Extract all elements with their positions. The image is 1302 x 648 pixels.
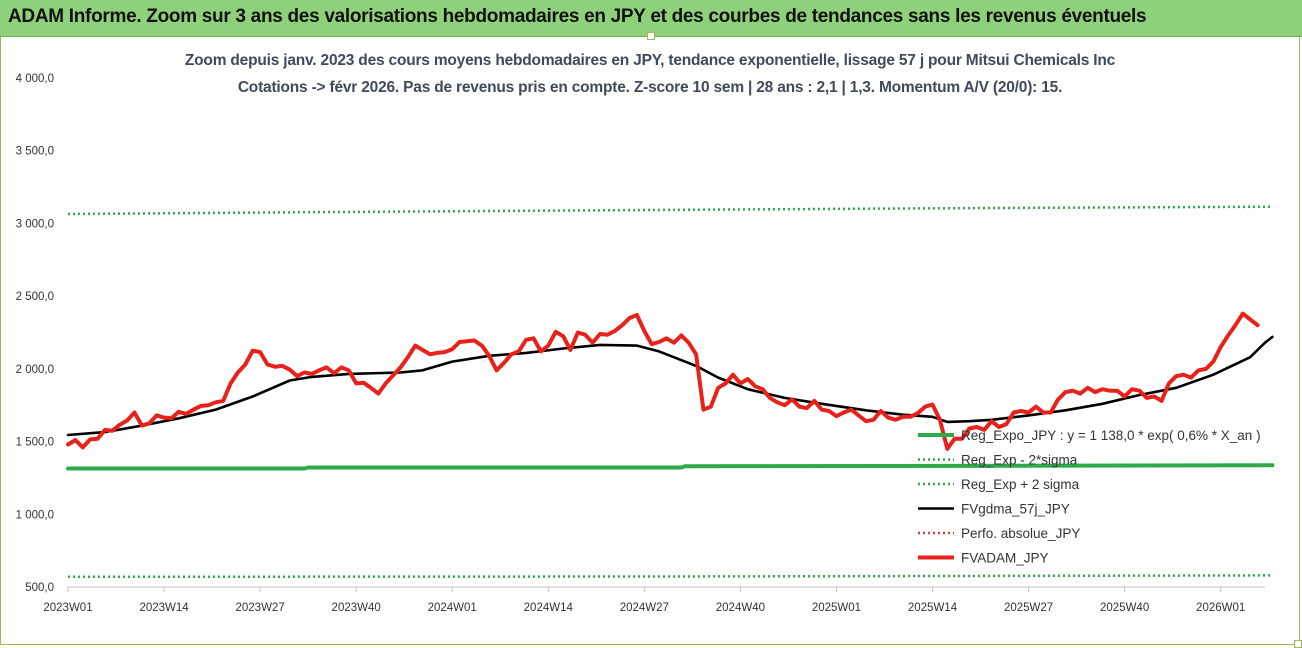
- x-tick-label: 2023W01: [43, 602, 92, 614]
- legend-label-1: Reg_Exp - 2*sigma: [961, 453, 1078, 468]
- report-title: ADAM Informe. Zoom sur 3 ans des valoris…: [8, 6, 1147, 27]
- legend-label-5: FVADAM_JPY: [961, 551, 1049, 566]
- x-tick-label: 2025W27: [1004, 602, 1053, 614]
- legend-label-4: Perfo. absolue_JPY: [961, 526, 1080, 541]
- x-tick-label: 2026W01: [1196, 602, 1245, 614]
- chart-title-line-2: Cotations -> févr 2026. Pas de revenus p…: [237, 79, 1063, 96]
- legend-label-2: Reg_Exp + 2 sigma: [961, 477, 1080, 492]
- x-tick-label: 2025W01: [812, 602, 861, 614]
- y-tick-label: 3 000,0: [16, 218, 54, 230]
- x-tick-label: 2024W01: [428, 602, 477, 614]
- y-tick-label: 500,0: [25, 582, 54, 594]
- legend-label-3: FVgdma_57j_JPY: [961, 502, 1070, 517]
- y-tick-label: 2 500,0: [16, 291, 54, 303]
- series-line-1: [67, 574, 1273, 579]
- y-tick-label: 1 000,0: [16, 509, 54, 521]
- y-tick-label: 1 500,0: [16, 437, 54, 449]
- x-tick-label: 2024W27: [620, 602, 669, 614]
- series-line-0: [66, 463, 1275, 471]
- series-line-5: [66, 311, 1260, 451]
- x-tick-label: 2024W40: [716, 602, 765, 614]
- x-tick-label: 2025W40: [1100, 602, 1149, 614]
- y-tick-label: 3 500,0: [16, 146, 54, 158]
- chart-series: [66, 205, 1275, 579]
- x-tick-label: 2024W14: [524, 602, 574, 614]
- x-tick-label: 2023W27: [235, 602, 284, 614]
- resize-handle-top[interactable]: [647, 32, 655, 40]
- series-line-3: [66, 335, 1274, 437]
- x-axis: 2023W01 2023W14 2023W27 2023W40 2024W01 2024W…: [43, 586, 1265, 614]
- chart-legend: Reg_Expo_JPY : y = 1 138,0 * exp( 0,6% *…: [918, 428, 1261, 566]
- legend-label-0: Reg_Expo_JPY : y = 1 138,0 * exp( 0,6% *…: [961, 428, 1261, 443]
- x-tick-label: 2025W14: [908, 602, 958, 614]
- y-axis: 500,0 1 000,0 1 500,0 2 000,0 2 500,0 3 000,0…: [16, 73, 54, 594]
- series-line-2: [67, 205, 1273, 216]
- y-tick-label: 4 000,0: [16, 73, 54, 85]
- y-tick-label: 2 000,0: [16, 364, 54, 376]
- x-tick-label: 2023W40: [332, 602, 381, 614]
- report-banner: ADAM Informe. Zoom sur 3 ans des valoris…: [0, 0, 1302, 37]
- chart-title-line-1: Zoom depuis janv. 2023 des cours moyens …: [184, 52, 1116, 69]
- x-tick-label: 2023W14: [139, 602, 189, 614]
